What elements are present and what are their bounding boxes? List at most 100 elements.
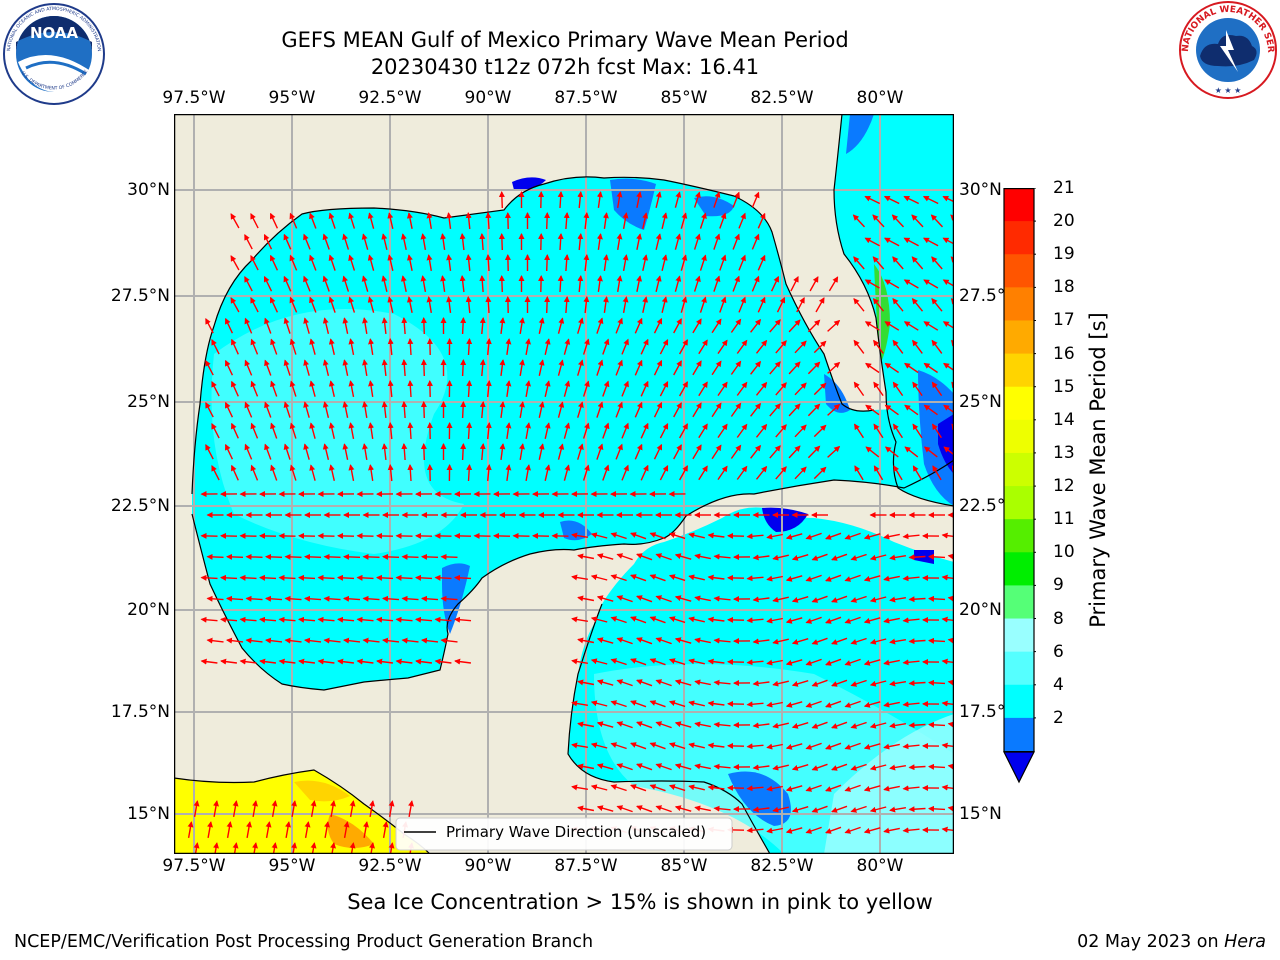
wave-arrow	[582, 380, 590, 397]
wave-arrow	[590, 616, 608, 623]
wave-direction-arrows	[187, 191, 954, 854]
colorbar-cell	[1004, 353, 1034, 388]
wave-arrow	[602, 296, 609, 313]
wave-arrow	[883, 195, 900, 205]
wave-arrow	[499, 317, 506, 334]
wave-arrow	[304, 637, 322, 644]
wave-arrow	[577, 443, 584, 460]
wave-arrow	[615, 317, 623, 334]
wave-arrow	[278, 658, 296, 665]
wave-arrow	[738, 254, 746, 271]
wave-arrow	[557, 401, 565, 418]
wave-arrow	[342, 443, 349, 460]
wave-arrow	[649, 532, 666, 540]
wave-arrow	[932, 465, 942, 481]
wave-arrow	[854, 423, 864, 439]
wave-arrow	[376, 616, 394, 623]
wave-arrow	[930, 214, 944, 228]
wave-arrow	[322, 401, 330, 418]
colorbar-tick-label: 8	[1053, 608, 1064, 629]
wave-arrow	[289, 464, 297, 481]
wave-arrow	[252, 800, 258, 818]
wave-arrow	[571, 784, 589, 791]
wave-arrow	[230, 213, 240, 229]
wave-arrow	[440, 637, 458, 644]
wave-arrow	[485, 464, 492, 482]
wave-arrow	[571, 574, 589, 581]
wave-arrow	[883, 617, 900, 624]
wave-arrow	[544, 254, 551, 272]
wave-arrow	[893, 423, 903, 439]
wave-arrow	[659, 423, 669, 439]
wave-arrow	[865, 362, 880, 374]
wave-arrow	[622, 212, 629, 230]
wave-arrow	[244, 443, 253, 460]
wave-arrow	[206, 595, 224, 602]
wave-arrow	[865, 446, 880, 458]
wave-arrow	[850, 679, 867, 687]
lon-label: 97.5°W	[162, 856, 226, 876]
wave-arrow	[269, 212, 279, 229]
wave-arrow	[343, 821, 350, 839]
wave-arrow	[466, 380, 473, 398]
wave-arrow	[270, 338, 278, 355]
wave-arrow	[788, 445, 801, 459]
lat-label: 27.5°N	[110, 286, 170, 306]
wave-arrow	[869, 806, 887, 813]
wave-arrow	[348, 212, 356, 229]
wave-arrow	[791, 764, 809, 771]
colorbar-tick-label: 11	[1053, 509, 1075, 530]
wave-arrow	[699, 212, 707, 229]
wave-arrow	[661, 254, 668, 271]
wave-arrow	[850, 805, 867, 813]
wave-arrow	[289, 422, 297, 439]
lon-label: 85°W	[660, 856, 708, 876]
wave-arrow	[283, 401, 291, 418]
wave-arrow	[653, 359, 663, 376]
wave-arrow	[766, 785, 783, 792]
wave-arrow	[406, 296, 413, 313]
wave-arrow	[616, 553, 633, 561]
wave-arrow	[303, 317, 310, 334]
wave-arrow	[863, 533, 881, 540]
wave-arrow	[298, 574, 316, 581]
wave-arrow	[348, 296, 356, 313]
wave-arrow	[224, 443, 234, 460]
wave-arrow	[610, 742, 627, 750]
wave-arrow	[655, 553, 672, 561]
wave-arrow	[408, 800, 414, 818]
wave-arrow	[947, 763, 954, 770]
wave-arrow	[328, 254, 336, 271]
wave-arrow	[309, 380, 316, 397]
wave-arrow	[904, 362, 919, 374]
wave-arrow	[884, 404, 899, 416]
wave-arrow	[903, 279, 919, 289]
lat-label: 17.5°N	[110, 702, 170, 722]
colorbar-cell	[1004, 254, 1034, 288]
wave-arrow	[582, 422, 590, 439]
wave-arrow	[244, 401, 253, 418]
wave-arrow	[485, 296, 492, 314]
wave-arrow	[891, 214, 905, 228]
wave-arrow	[322, 275, 330, 292]
lat-label: 15°N	[959, 804, 1002, 824]
wave-arrow	[844, 574, 861, 582]
wave-arrow	[283, 275, 292, 292]
wave-arrow	[661, 296, 668, 313]
wave-arrow	[459, 275, 466, 293]
wave-arrow	[649, 574, 666, 582]
wave-arrow	[947, 553, 954, 560]
sea-ice-note: Sea Ice Concentration > 15% is shown in …	[347, 890, 933, 914]
wave-arrow	[713, 637, 731, 644]
footer-organization: NCEP/EMC/Verification Post Processing Pr…	[14, 932, 594, 952]
wave-arrow	[941, 742, 954, 749]
wave-arrow	[942, 321, 954, 329]
wave-arrow	[200, 616, 218, 623]
wave-arrow	[746, 827, 764, 834]
wave-arrow	[200, 658, 218, 665]
wave-arrow	[903, 195, 920, 205]
wave-arrow	[596, 553, 614, 560]
wave-arrow	[519, 359, 525, 377]
wave-arrow	[755, 381, 768, 396]
wave-arrow	[363, 821, 369, 839]
